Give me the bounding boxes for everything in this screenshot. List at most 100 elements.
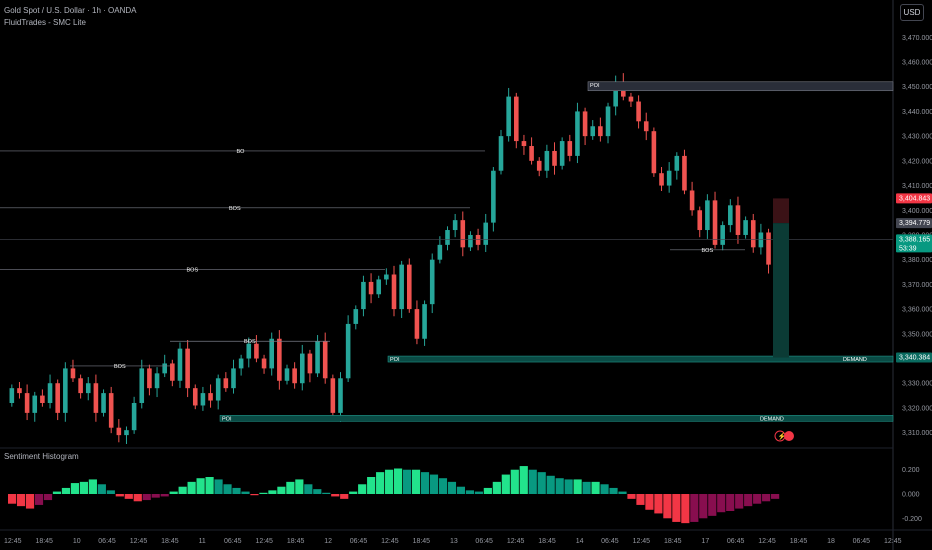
price-tick-label: 3,370.000: [902, 282, 932, 289]
candle: [758, 232, 764, 248]
histogram-bar: [438, 478, 448, 494]
histogram-bar: [394, 468, 403, 494]
bos-label: BOS: [114, 364, 126, 370]
time-tick-label: 12:45: [507, 538, 525, 545]
histogram-bar: [124, 494, 133, 499]
candle: [24, 393, 30, 413]
histogram-title[interactable]: Sentiment Histogram: [4, 452, 79, 461]
candle: [628, 96, 634, 102]
histogram-bar: [268, 490, 277, 494]
histogram-bar: [708, 494, 717, 516]
time-tick-label: 12:45: [633, 538, 651, 545]
histogram-bar: [214, 479, 223, 494]
candle: [345, 323, 351, 379]
candle: [406, 264, 412, 310]
candle: [468, 234, 473, 248]
histogram-bar: [385, 469, 394, 494]
histogram-bar: [420, 472, 430, 494]
histogram-bar: [546, 475, 555, 494]
histogram-bar: [286, 481, 295, 494]
candle: [452, 220, 458, 231]
price-tick-label: 3,320.000: [902, 405, 932, 412]
histogram-bar: [519, 466, 528, 494]
histogram-bar: [699, 494, 708, 519]
histogram-bar: [456, 486, 466, 494]
bos-label: BO: [237, 149, 246, 155]
candle: [399, 264, 404, 310]
histogram-bar: [160, 494, 169, 497]
candle: [491, 170, 496, 223]
histogram-bar: [331, 494, 340, 497]
price-label-text: 3,404.843: [899, 195, 930, 202]
price-tick-label: 3,400.000: [902, 208, 932, 215]
candle: [131, 402, 137, 431]
histogram-bar: [205, 477, 214, 494]
candle: [70, 368, 76, 379]
candle: [292, 368, 297, 384]
candle: [666, 170, 672, 186]
price-label-box: [896, 234, 932, 253]
histogram-bar: [133, 494, 142, 502]
candle: [705, 200, 710, 231]
histogram-bar: [295, 479, 304, 494]
price-tick-label: 3,460.000: [902, 60, 932, 67]
time-tick-label: 11: [199, 538, 206, 545]
price-label-countdown: 53:39: [899, 245, 917, 252]
candle: [147, 368, 152, 389]
candle: [307, 353, 313, 374]
candle: [544, 150, 550, 171]
candle: [506, 96, 511, 137]
histogram-bar: [367, 477, 376, 494]
price-tick-label: 3,470.000: [902, 35, 932, 42]
price-tick-label: 3,440.000: [902, 109, 932, 116]
histogram-bar: [223, 484, 232, 494]
candle: [414, 309, 420, 339]
time-tick-label: 12:45: [255, 538, 273, 545]
news-icon[interactable]: [784, 431, 794, 441]
histogram-bar: [277, 486, 286, 494]
price-tick-label: 3,450.000: [902, 84, 932, 91]
candle: [483, 222, 489, 245]
indicator-name[interactable]: FluidTrades - SMC Lite: [4, 18, 86, 27]
histogram-bar: [349, 491, 358, 494]
candle: [55, 383, 60, 413]
candle: [192, 388, 198, 406]
candle: [429, 259, 435, 305]
candle: [162, 363, 167, 374]
candle: [598, 126, 603, 137]
candle: [40, 395, 45, 403]
histogram-bar: [25, 494, 35, 509]
histogram-bar: [196, 478, 205, 494]
histogram-bar: [8, 494, 17, 504]
candle: [322, 341, 328, 379]
histogram-bar: [411, 469, 421, 494]
histogram-bar: [600, 484, 609, 494]
currency-button[interactable]: USD: [900, 4, 924, 21]
time-tick-label: 12:45: [4, 538, 22, 545]
bos-label: BOS: [187, 268, 199, 274]
price-tick-label: 3,410.000: [902, 183, 932, 190]
histogram-bar: [483, 487, 492, 494]
candle: [361, 281, 366, 310]
price-label-text: 3,394.779: [899, 220, 930, 227]
histogram-bar: [88, 479, 97, 494]
candle: [475, 234, 481, 245]
histogram-bar: [447, 481, 457, 494]
candle: [422, 304, 427, 339]
candle: [521, 141, 527, 147]
histogram-bar: [753, 494, 762, 504]
time-tick-label: 18:45: [790, 538, 808, 545]
histogram-bar: [609, 487, 618, 494]
histogram-bar: [43, 494, 53, 501]
candle: [93, 383, 99, 413]
supply-zone: [587, 81, 894, 92]
histogram-bar: [474, 491, 483, 494]
price-tick-label: 3,430.000: [902, 134, 932, 141]
candle: [391, 274, 397, 310]
histogram-bar: [555, 478, 564, 494]
price-label-text: 3,340.384: [899, 355, 930, 362]
zone-label-poi: POI: [390, 357, 400, 363]
histogram-bar: [16, 494, 26, 507]
